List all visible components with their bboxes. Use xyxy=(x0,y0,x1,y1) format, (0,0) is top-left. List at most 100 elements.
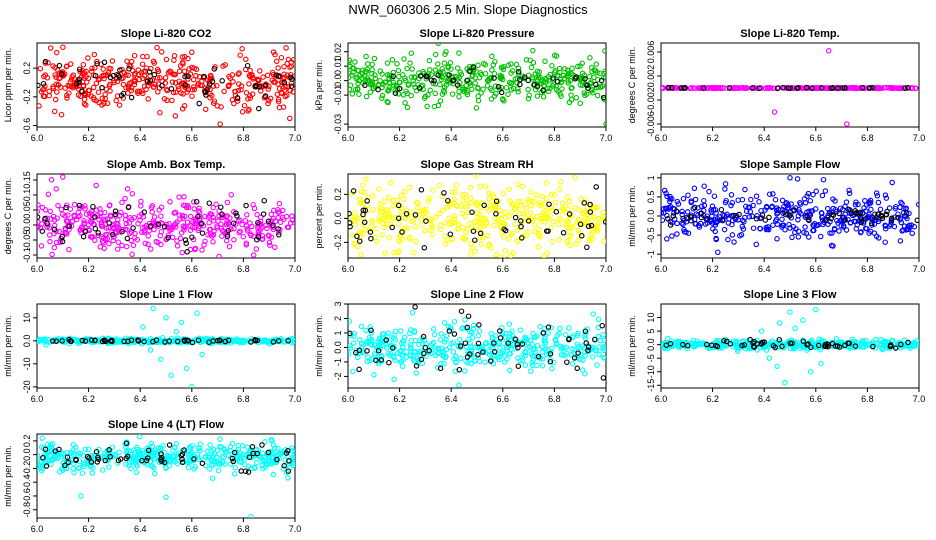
data-point xyxy=(364,348,370,354)
y-axis-label: Licor ppm per min. xyxy=(3,48,13,123)
data-point xyxy=(472,219,478,225)
data-point xyxy=(151,226,157,233)
data-point xyxy=(875,199,882,206)
data-point xyxy=(436,182,442,189)
data-point xyxy=(518,223,524,230)
data-point-outlier xyxy=(787,309,793,315)
data-point xyxy=(525,86,531,93)
data-point xyxy=(92,65,98,71)
data-point xyxy=(827,230,833,236)
data-point xyxy=(238,257,242,258)
data-point xyxy=(485,190,492,197)
data-point xyxy=(475,62,481,69)
data-point xyxy=(450,80,456,87)
data-point xyxy=(664,236,670,242)
data-point xyxy=(556,65,563,72)
data-point xyxy=(265,218,272,225)
data-point xyxy=(407,184,413,190)
data-point xyxy=(468,360,474,367)
data-point xyxy=(428,218,434,224)
data-point xyxy=(879,346,886,353)
data-point xyxy=(353,349,359,356)
data-point xyxy=(581,197,588,203)
data-point xyxy=(756,199,762,205)
data-point xyxy=(169,97,175,104)
data-point xyxy=(175,83,181,90)
data-point xyxy=(101,59,108,66)
x-tick-label: 6.0 xyxy=(655,264,668,274)
data-point-outlier xyxy=(792,325,798,332)
data-point xyxy=(96,99,102,106)
data-point xyxy=(166,462,173,469)
data-point xyxy=(183,204,190,211)
data-point xyxy=(363,176,369,182)
data-point xyxy=(673,338,680,345)
data-point xyxy=(774,205,780,211)
data-point xyxy=(808,344,814,350)
data-point xyxy=(276,85,283,92)
data-point xyxy=(95,230,101,236)
data-point xyxy=(107,212,114,219)
data-point xyxy=(431,331,438,338)
data-point xyxy=(451,331,458,337)
data-point xyxy=(92,225,99,232)
data-point xyxy=(58,451,65,457)
data-point xyxy=(679,208,685,215)
data-point xyxy=(58,111,65,118)
data-point xyxy=(184,219,191,225)
data-point xyxy=(415,205,421,211)
data-point xyxy=(590,345,597,351)
data-point xyxy=(139,447,146,454)
data-point xyxy=(749,213,755,220)
data-point xyxy=(106,202,113,209)
data-point xyxy=(245,228,251,234)
data-point xyxy=(114,78,121,85)
data-point xyxy=(191,86,198,93)
data-point xyxy=(114,93,121,99)
data-point xyxy=(602,48,606,54)
data-point xyxy=(691,185,698,192)
data-point xyxy=(51,226,58,233)
data-point-outlier xyxy=(800,317,806,324)
data-point xyxy=(265,449,272,456)
data-point xyxy=(539,193,546,199)
data-point xyxy=(45,60,51,66)
data-point xyxy=(568,96,575,103)
data-point xyxy=(661,187,668,194)
data-point xyxy=(223,238,230,244)
data-point xyxy=(487,343,493,349)
data-point xyxy=(805,216,811,223)
data-point xyxy=(857,209,864,216)
data-point xyxy=(147,77,154,84)
data-point xyxy=(514,341,521,348)
series-highlighted xyxy=(665,204,919,228)
data-point xyxy=(269,223,275,229)
data-point xyxy=(532,222,538,228)
data-point xyxy=(353,75,359,82)
data-point xyxy=(199,460,206,467)
data-point xyxy=(743,85,749,91)
data-point xyxy=(363,339,370,345)
data-point xyxy=(429,222,435,228)
data-point xyxy=(774,85,781,92)
data-point xyxy=(379,232,385,238)
data-point xyxy=(518,218,524,224)
data-point xyxy=(543,76,550,83)
data-point xyxy=(280,207,286,214)
data-point xyxy=(529,341,535,348)
data-point xyxy=(806,234,812,240)
data-point xyxy=(439,349,445,356)
y-tick-label: -5 xyxy=(646,354,656,362)
data-point xyxy=(569,360,576,367)
data-point xyxy=(100,467,106,473)
data-point xyxy=(275,445,281,452)
data-point xyxy=(762,85,769,92)
data-point xyxy=(56,446,62,453)
data-point xyxy=(430,326,437,332)
data-point xyxy=(497,72,504,79)
data-point xyxy=(680,215,686,222)
data-point xyxy=(872,211,878,217)
data-point xyxy=(876,85,883,91)
data-point xyxy=(695,222,702,229)
